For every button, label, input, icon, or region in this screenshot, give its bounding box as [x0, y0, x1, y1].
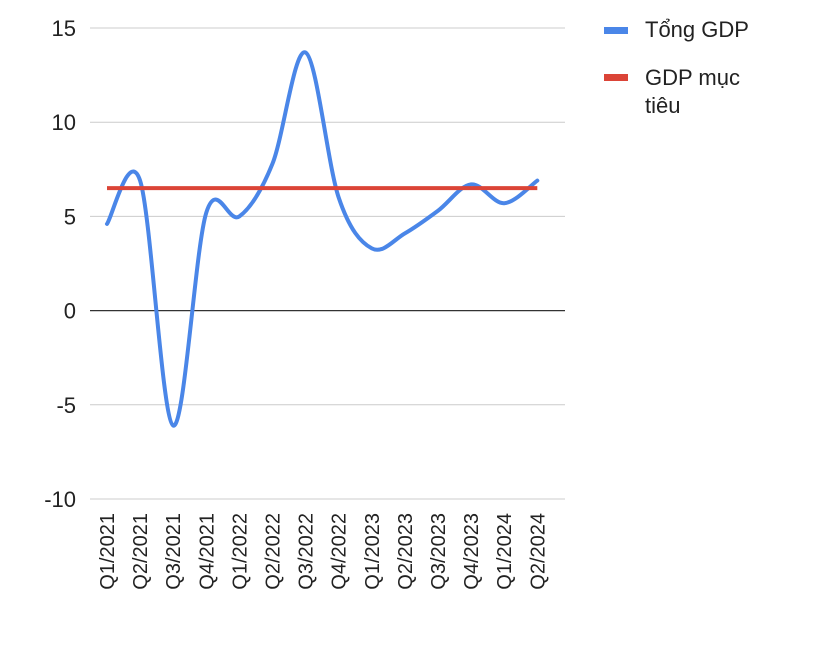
x-tick-label: Q2/2024 [527, 513, 549, 590]
y-tick-label: 15 [52, 16, 76, 41]
x-tick-label: Q4/2021 [196, 513, 218, 590]
x-tick-label: Q1/2023 [362, 513, 384, 590]
y-tick-label: -10 [44, 487, 76, 512]
series-line-total-gdp [105, 50, 540, 428]
x-tick-label: Q1/2022 [229, 513, 251, 590]
x-tick-label: Q4/2023 [461, 513, 483, 590]
y-tick-label: 5 [64, 204, 76, 229]
legend-swatch-target-gdp [604, 74, 628, 81]
legend-label-target-gdp-line1: GDP mục [645, 65, 740, 90]
legend-swatch-total-gdp [604, 27, 628, 34]
x-tick-label: Q4/2022 [329, 513, 351, 590]
x-tick-label: Q1/2024 [494, 513, 516, 590]
y-tick-label: 0 [64, 299, 76, 324]
legend-label-target-gdp: GDP mục tiêu [645, 64, 740, 120]
x-tick-label: Q2/2021 [130, 513, 152, 590]
x-tick-label: Q3/2021 [163, 513, 185, 590]
y-tick-label: 10 [52, 110, 76, 135]
x-tick-label: Q3/2022 [296, 513, 318, 590]
legend-label-total-gdp: Tổng GDP [645, 17, 749, 42]
x-tick-label: Q1/2021 [97, 513, 119, 590]
x-tick-label: Q2/2023 [395, 513, 417, 590]
legend-label-target-gdp-line2: tiêu [645, 93, 681, 118]
x-tick-label: Q3/2023 [428, 513, 450, 590]
x-tick-label: Q2/2022 [263, 513, 285, 590]
y-tick-label: -5 [56, 393, 76, 418]
